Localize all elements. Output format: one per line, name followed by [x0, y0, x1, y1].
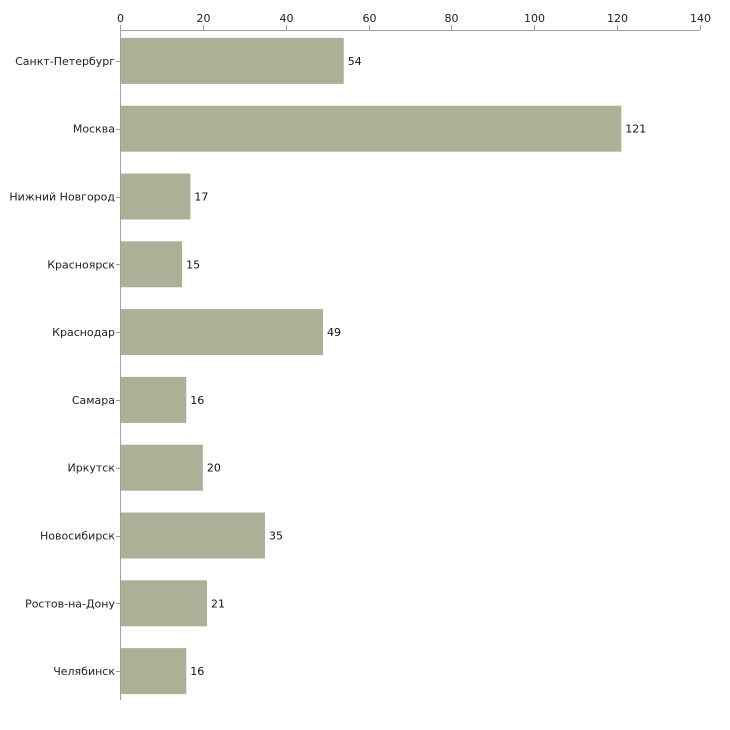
x-axis-ticks: 0 20 40 60 80 100 120 140: [117, 12, 711, 30]
category-labels: Санкт-Петербург Москва Нижний Новгород Крас…: [9, 55, 115, 678]
x-tick-label: 60: [363, 12, 377, 25]
category-label: Самара: [72, 394, 115, 407]
bar: [121, 173, 191, 220]
value-label: 15: [186, 258, 200, 271]
value-label: 17: [194, 191, 208, 204]
value-label: 121: [625, 123, 646, 136]
category-label: Новосибирск: [40, 530, 115, 543]
bar: [121, 580, 207, 627]
bar: [121, 648, 187, 695]
x-tick-label: 40: [280, 12, 294, 25]
category-label: Челябинск: [53, 665, 115, 678]
bar: [121, 444, 203, 491]
category-label: Иркутск: [68, 462, 116, 475]
bars: [121, 37, 622, 695]
value-label: 49: [327, 326, 341, 339]
category-label: Нижний Новгород: [9, 191, 115, 204]
value-label: 16: [190, 665, 204, 678]
bar: [121, 512, 265, 559]
value-label: 35: [269, 530, 283, 543]
x-tick-label: 120: [607, 12, 628, 25]
value-label: 16: [190, 394, 204, 407]
x-tick-label: 20: [197, 12, 211, 25]
value-label: 54: [348, 55, 362, 68]
category-label: Красноярск: [47, 258, 115, 271]
x-tick-label: 100: [524, 12, 545, 25]
x-tick-label: 140: [690, 12, 711, 25]
bar: [121, 241, 183, 288]
bar: [121, 37, 344, 84]
value-labels: 54 121 17 15 49 16 20 35 21 16: [186, 55, 646, 678]
category-label: Ростов-на-Дону: [25, 597, 115, 610]
x-tick-label: 0: [117, 12, 124, 25]
category-label: Краснодар: [52, 326, 115, 339]
value-label: 20: [207, 462, 221, 475]
value-label: 21: [211, 597, 225, 610]
bar: [121, 105, 622, 152]
category-label: Санкт-Петербург: [15, 55, 115, 68]
category-label: Москва: [73, 123, 115, 136]
axes: [116, 30, 700, 700]
bar: [121, 376, 187, 423]
bar: [121, 309, 323, 356]
x-tick-label: 80: [445, 12, 459, 25]
